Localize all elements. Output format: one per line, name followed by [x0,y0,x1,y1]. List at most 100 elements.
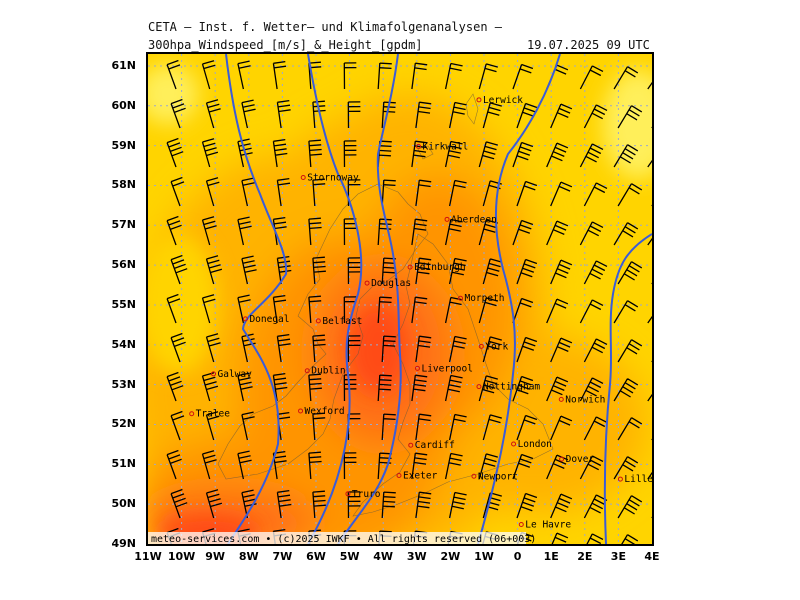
wind-barb [241,411,255,441]
wind-barb [448,101,467,129]
city-dot [559,456,565,462]
wind-barb [448,335,467,363]
wind-barb [381,335,396,363]
city-marker: London [511,439,552,450]
wind-barb [411,62,428,90]
wind-barb [166,59,181,90]
wind-barb [583,338,608,363]
wind-barb [579,221,604,246]
city-marker: Newport [471,471,518,482]
city-label: Liverpool [421,363,472,374]
city-label: Truro [352,489,381,500]
city-label: Cardiff [415,440,455,451]
institute-title: CETA — Inst. f. Wetter— und Klimafolgena… [148,20,503,34]
city-label: Lerwick [483,95,523,106]
wind-barb [415,257,432,285]
city-label: Stornoway [307,172,359,183]
wind-barb [347,491,361,519]
wind-barb [512,219,534,246]
wind-barb [347,257,361,285]
city-dot [408,442,414,448]
wind-barb [347,101,361,129]
windspeed-shading [148,54,652,544]
city-dot [396,472,402,478]
lon-label: 11W [134,550,162,563]
wind-barb [512,375,534,402]
wind-barb [201,450,217,480]
city-label: Belfast [322,316,362,327]
wind-barb [201,216,217,246]
wind-barb [308,217,322,246]
wind-barb [276,99,291,129]
wind-barb [343,374,357,402]
city-dot [414,365,420,371]
wind-barb [381,491,396,519]
wind-barb [276,333,291,363]
lat-label: 51N [111,457,136,471]
wind-barb [415,335,432,363]
wind-barb [546,220,569,246]
city-dot [511,441,517,447]
lat-label: 58N [111,178,136,192]
wind-barb [617,495,643,519]
city-marker: Lerwick [476,95,523,106]
wind-barb [550,259,573,285]
wind-barb [381,413,396,441]
wind-barb [411,374,428,402]
wind-barb [546,298,569,324]
wind-barb [512,63,534,90]
wind-barb [550,415,573,441]
wind-barb [546,142,569,168]
wind-barb [516,258,538,285]
wind-barb [613,456,639,480]
city-dot [304,368,310,374]
wind-barb [201,294,216,324]
city-label: London [518,439,552,450]
city-marker: Cardiff [408,440,455,451]
wind-barb [170,254,188,285]
wind-barb [516,180,538,207]
city-label: Edinburgh [414,262,465,273]
credit-bar: meteo-services.com • (c)2025 IWKF • All … [148,532,536,544]
lon-label: 9W [205,550,226,563]
wind-barb [170,488,188,519]
city-label: Morpeth [464,293,504,304]
wind-barb [613,66,639,90]
city-label: Nottingham [483,382,540,393]
wind-barb [276,255,292,285]
wind-barb [343,140,357,168]
wind-barb [478,375,498,402]
city-marker: Belfast [315,316,362,327]
city-dot [478,343,484,349]
wind-barb [166,293,181,324]
wind-barb [444,452,463,480]
wind-barb [550,181,573,207]
city-dot [518,521,524,527]
city-dot [211,371,217,377]
wind-barb [377,296,392,324]
wind-barb [308,373,322,402]
city-label: Norwich [565,394,605,405]
height-contour-1 [225,54,288,544]
wind-barb [205,255,223,285]
city-dot [189,411,195,417]
wind-barb [272,450,287,480]
lat-label: 55N [111,297,136,311]
city-marker: Stornoway [300,172,359,183]
wind-barb [415,179,432,207]
wind-barb [237,372,253,402]
credit-text: meteo-services.com • (c)2025 IWKF • All … [151,534,536,544]
city-label: Dover [566,454,595,465]
city-label: Le Havre [525,519,571,530]
height-contour-5 [603,233,652,544]
wind-barb [482,492,502,519]
city-dot [476,97,482,103]
wind-barb [617,183,643,207]
lat-label: 53N [111,377,136,391]
wind-barb [170,176,185,207]
wind-barb [647,315,652,324]
product-title: 300hpa_Windspeed_[m/s]_&_Height_[gpdm] [148,38,423,52]
city-dot [471,473,477,479]
wind-barb [205,489,223,519]
wind-barb [201,372,219,402]
